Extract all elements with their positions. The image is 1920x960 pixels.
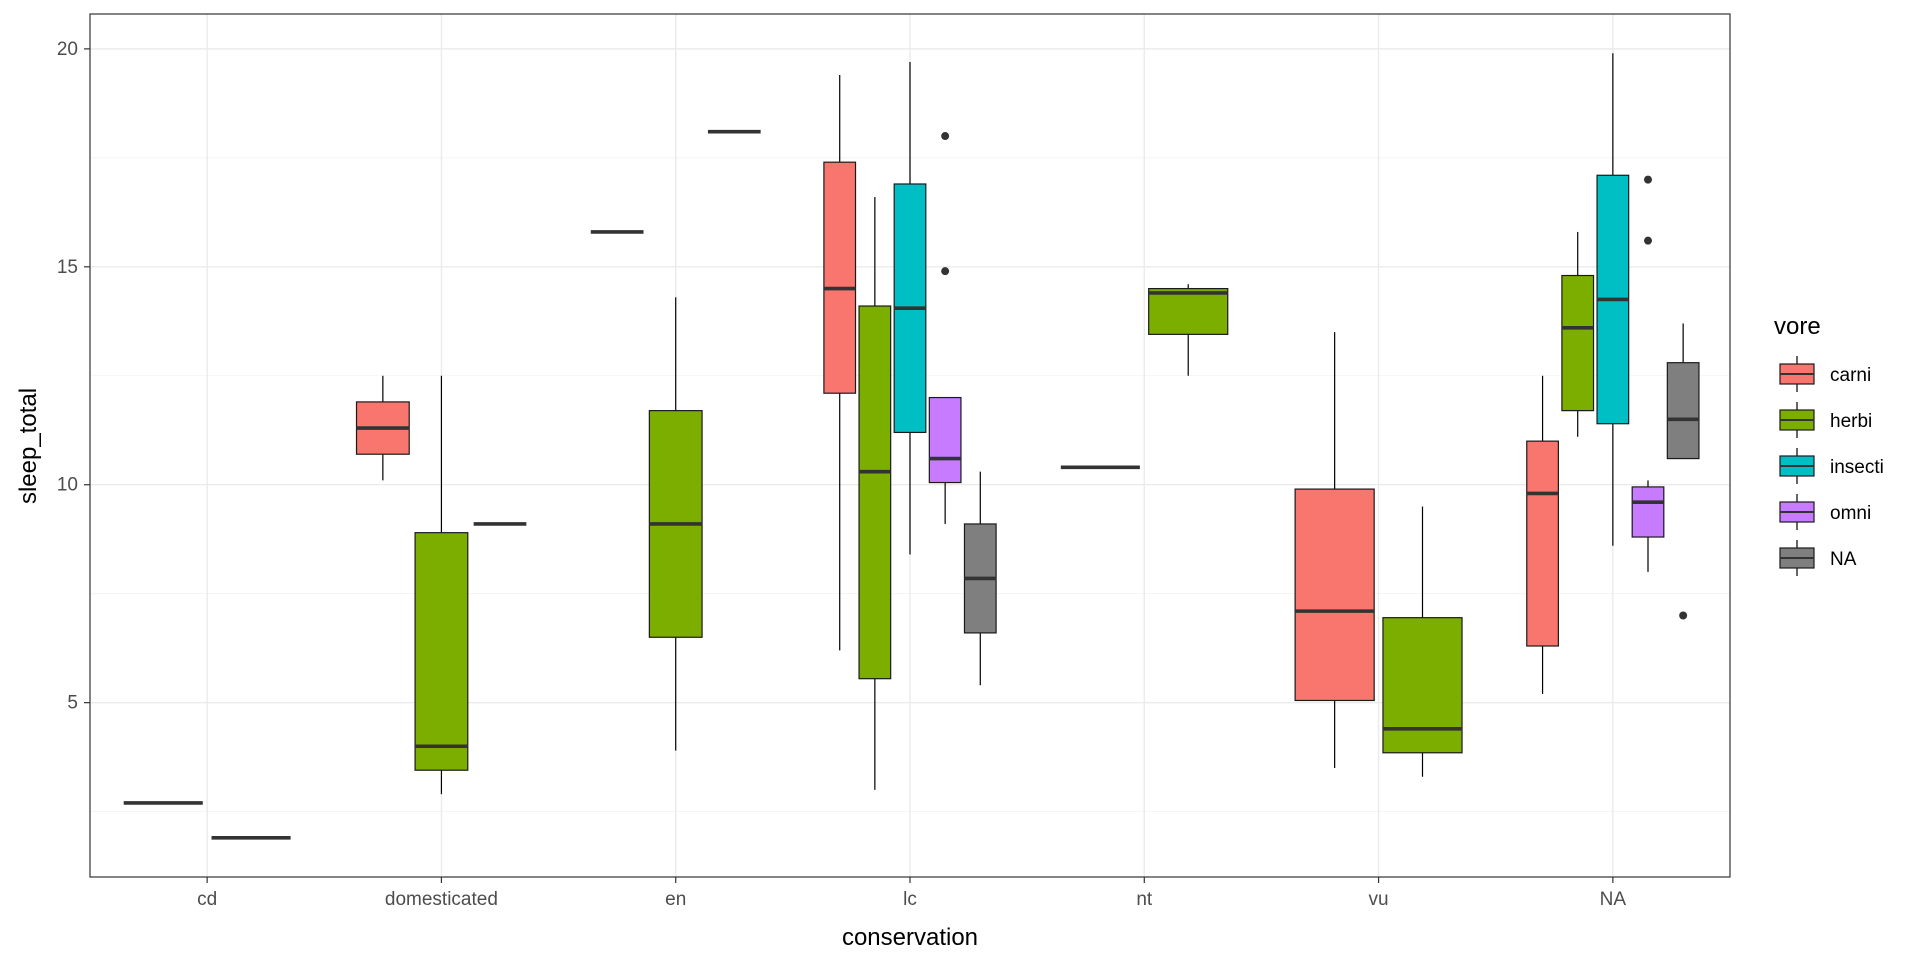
box-NA-NA — [1666, 323, 1700, 620]
legend: vore carni herbi insecti omni NA — [1774, 313, 1884, 576]
box-body — [1666, 362, 1700, 460]
y-axis-title: sleep_total — [15, 388, 42, 504]
x-tick-label: NA — [1600, 889, 1627, 910]
box-lc-carni — [823, 75, 857, 651]
y-tick-label: 5 — [67, 693, 78, 714]
box-domesticated-herbi — [414, 375, 469, 795]
outlier-point — [1644, 175, 1652, 184]
boxes — [123, 53, 1700, 840]
box-vu-herbi — [1382, 506, 1463, 777]
box-lc-insecti — [893, 61, 927, 555]
outlier-point — [941, 267, 950, 276]
legend-label: NA — [1830, 549, 1857, 570]
legend-title: vore — [1774, 313, 1821, 340]
box-lc-omni — [928, 132, 962, 524]
outlier-point — [941, 132, 950, 141]
legend-label: carni — [1830, 365, 1871, 386]
x-tick-label: vu — [1369, 889, 1389, 910]
legend-key-omni — [1779, 494, 1815, 530]
legend-label: insecti — [1830, 457, 1884, 478]
box-vu-carni — [1294, 332, 1375, 769]
legend-key-herbi — [1779, 402, 1815, 438]
box-body — [928, 396, 962, 484]
legend-key-NA — [1779, 540, 1815, 576]
box-body — [823, 161, 857, 394]
box-en-herbi — [648, 297, 703, 751]
box-NA-herbi — [1561, 231, 1595, 437]
x-axis: cd domesticated en lc nt vu NA — [197, 877, 1626, 910]
y-axis: 5 10 15 20 — [57, 39, 90, 714]
box-NA-omni — [1631, 175, 1665, 572]
box-NA-carni — [1526, 375, 1559, 694]
box-body — [1382, 617, 1463, 754]
box-body — [1294, 488, 1375, 702]
box-domesticated-carni — [355, 375, 410, 481]
box-body — [1526, 440, 1559, 647]
box-body — [414, 532, 469, 771]
box-lc-NA — [963, 471, 997, 686]
outlier-point — [1644, 236, 1652, 245]
legend-key-insecti — [1779, 448, 1815, 484]
outlier-point — [1679, 611, 1688, 620]
y-tick-label: 15 — [57, 257, 78, 278]
legend-label: omni — [1830, 503, 1871, 524]
x-tick-label: domesticated — [385, 889, 498, 910]
x-tick-label: cd — [197, 889, 217, 910]
x-tick-label: nt — [1136, 889, 1153, 910]
box-body — [858, 305, 892, 680]
box-lc-herbi — [858, 197, 892, 790]
y-tick-label: 20 — [57, 39, 78, 60]
legend-key-carni — [1779, 356, 1815, 392]
x-tick-label: en — [665, 889, 686, 910]
x-axis-title: conservation — [842, 924, 978, 951]
box-NA-insecti — [1596, 53, 1630, 546]
box-body — [1561, 274, 1595, 412]
box-body — [1631, 486, 1665, 538]
box-body — [1148, 287, 1229, 335]
box-nt-herbi — [1148, 284, 1229, 376]
y-tick-label: 10 — [57, 475, 78, 496]
x-tick-label: lc — [903, 889, 917, 910]
legend-label: herbi — [1830, 411, 1872, 432]
